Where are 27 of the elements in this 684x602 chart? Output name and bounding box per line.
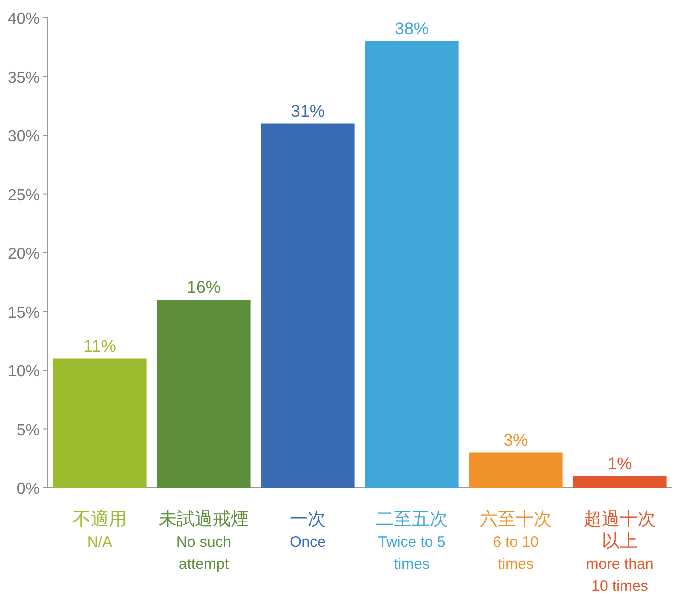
y-tick-label: 35% xyxy=(8,70,40,87)
y-tick-label: 0% xyxy=(16,481,40,498)
y-tick-label: 25% xyxy=(8,187,40,204)
x-tick-label: 六至十次 6 to 10 times xyxy=(480,509,552,573)
data-label: 16% xyxy=(186,278,222,297)
bar xyxy=(365,42,459,488)
x-tick-label: 一次 Once xyxy=(290,509,326,551)
y-tick-label: 15% xyxy=(8,304,40,322)
y-tick-label: 5% xyxy=(16,422,40,440)
data-label: 11% xyxy=(84,336,116,356)
y-tick-label: 10% xyxy=(8,364,40,380)
y-tick-label: 20% xyxy=(8,246,40,263)
y-tick-label: 40% xyxy=(8,11,40,28)
bar xyxy=(261,124,355,488)
data-label: 31% xyxy=(290,102,326,121)
bar xyxy=(157,300,251,488)
data-label: 3% xyxy=(504,430,528,450)
data-label: 38% xyxy=(394,20,430,38)
bar xyxy=(53,358,147,488)
x-tick-label: 超過十次以上 more than 10 times xyxy=(584,509,656,595)
bar xyxy=(573,476,667,488)
bar xyxy=(469,452,563,488)
x-tick-label: 未試過戒煙 No such attempt xyxy=(159,509,249,573)
x-tick-label: 二至五次 Twice to 5 times xyxy=(376,509,448,573)
data-label: 1% xyxy=(608,454,632,474)
x-tick-label: 不適用 N/A xyxy=(73,509,127,551)
y-tick-label: 30% xyxy=(8,128,40,146)
